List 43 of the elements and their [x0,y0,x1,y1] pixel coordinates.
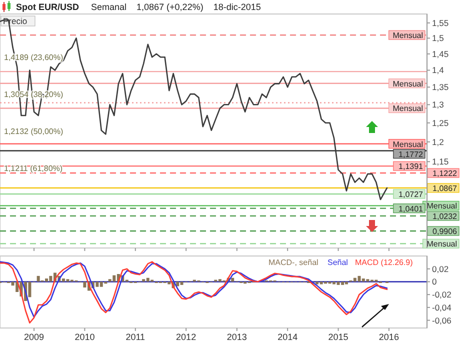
x-tick-label: 2015 [328,332,348,342]
y-tick-label: 1,45 [432,48,449,59]
ref-line-label: Mensual [426,240,458,249]
ref-line-label: Mensual [392,104,424,114]
y-tick-label: 1,15 [432,156,449,167]
ref-line-label: Mensual [426,202,458,211]
y-tick-label: 1,25 [432,118,449,128]
text: MACD (12.26.9) [355,258,414,267]
y-tick-label: 0,02 [432,264,449,274]
y-tick-label: -0,04 [432,302,452,312]
ref-line-label: 1,0232 [432,212,458,221]
y-tick-label: 1,35 [432,82,449,92]
chart-subtitle: Semanal 1,0867 (+0,22%) 18-dic-2015 [91,2,261,12]
y-tick-label: 1,4 [432,65,444,76]
ref-line-label: Mensual [392,31,424,40]
annotation: 1,2132 (50,00%) [4,127,64,136]
text: Señal [328,258,348,267]
ref-line-label: 1,1222 [432,169,458,178]
ref-line-label: 1,0401 [398,204,424,214]
y-tick-label: 1,5 [432,33,444,44]
y-tick-label: 1,55 [432,18,449,28]
ref-line-label: 1,0867 [432,184,458,193]
y-tick-label: 1,2 [432,136,444,147]
annotation: 1,1211 (61,80%) [4,164,63,173]
ref-line-label: 1,1391 [398,162,424,172]
ref-line-label: Mensual [392,140,424,149]
x-tick-label: 2016 [378,332,399,342]
y-tick-label: -0,06 [432,315,452,326]
ref-line-label: 1,0727 [398,190,424,199]
x-tick-label: 2013 [226,332,247,342]
y-tick-label: -0,02 [432,290,452,300]
x-tick-label: 2010 [74,332,95,342]
y-tick-label: 1,3 [432,100,444,110]
ref-line-label: 0,9906 [432,226,458,236]
chart-title: Spot EUR/USD [16,2,79,12]
x-tick-label: 2012 [176,332,196,342]
series-label: MACD-, señal [268,258,319,267]
x-tick-label: 2011 [126,332,146,342]
y-tick-label: 0 [432,276,437,287]
ref-line-label: Mensual [392,79,424,88]
ref-line-label: 1,1772 [398,150,424,159]
x-tick-label: 2009 [24,332,44,342]
x-tick-label: 2014 [278,332,298,342]
